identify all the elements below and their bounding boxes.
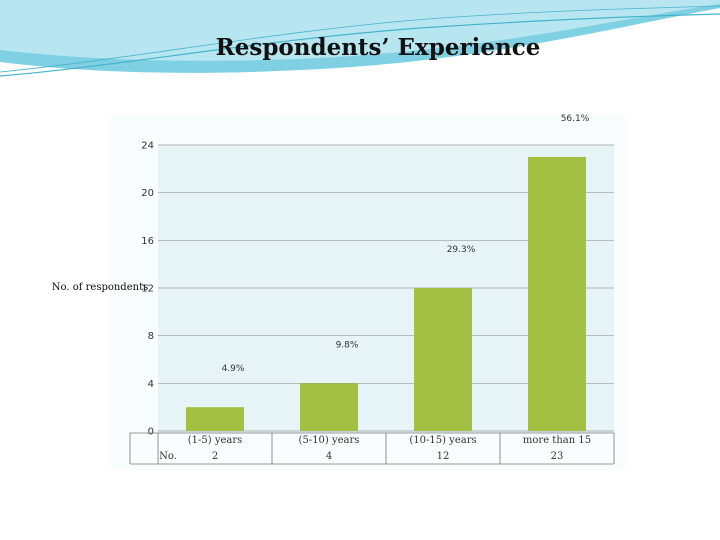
y-tick-label: 20 <box>141 188 154 199</box>
y-tick-label: 8 <box>148 331 154 342</box>
table-value: 12 <box>437 451 450 462</box>
category-label: more than 15 <box>523 435 591 446</box>
y-axis-label: No. of respondents <box>52 282 148 293</box>
percent-label: 56.1% <box>561 114 590 124</box>
percent-label: 4.9% <box>222 364 245 374</box>
bar <box>300 383 358 431</box>
table-value: 23 <box>551 451 564 462</box>
y-tick-label: 12 <box>141 284 154 295</box>
y-tick-label: 0 <box>148 427 154 438</box>
percent-label: 29.3% <box>447 245 476 255</box>
table-value: 2 <box>212 451 218 462</box>
slide-title: Respondents’ Experience <box>215 34 541 61</box>
table-value: 4 <box>326 451 332 462</box>
decorative-banner <box>0 0 720 77</box>
y-tick-label: 24 <box>141 141 154 152</box>
bar <box>414 288 472 431</box>
category-label: (5-10) years <box>299 435 360 446</box>
percent-label: 9.8% <box>336 340 359 350</box>
bar <box>186 407 244 431</box>
table-row-label: No. <box>159 451 177 462</box>
bar <box>528 156 586 431</box>
category-label: (1-5) years <box>188 435 243 446</box>
category-label: (10-15) years <box>409 435 476 446</box>
y-tick-label: 4 <box>148 379 154 390</box>
y-tick-label: 16 <box>141 236 154 247</box>
